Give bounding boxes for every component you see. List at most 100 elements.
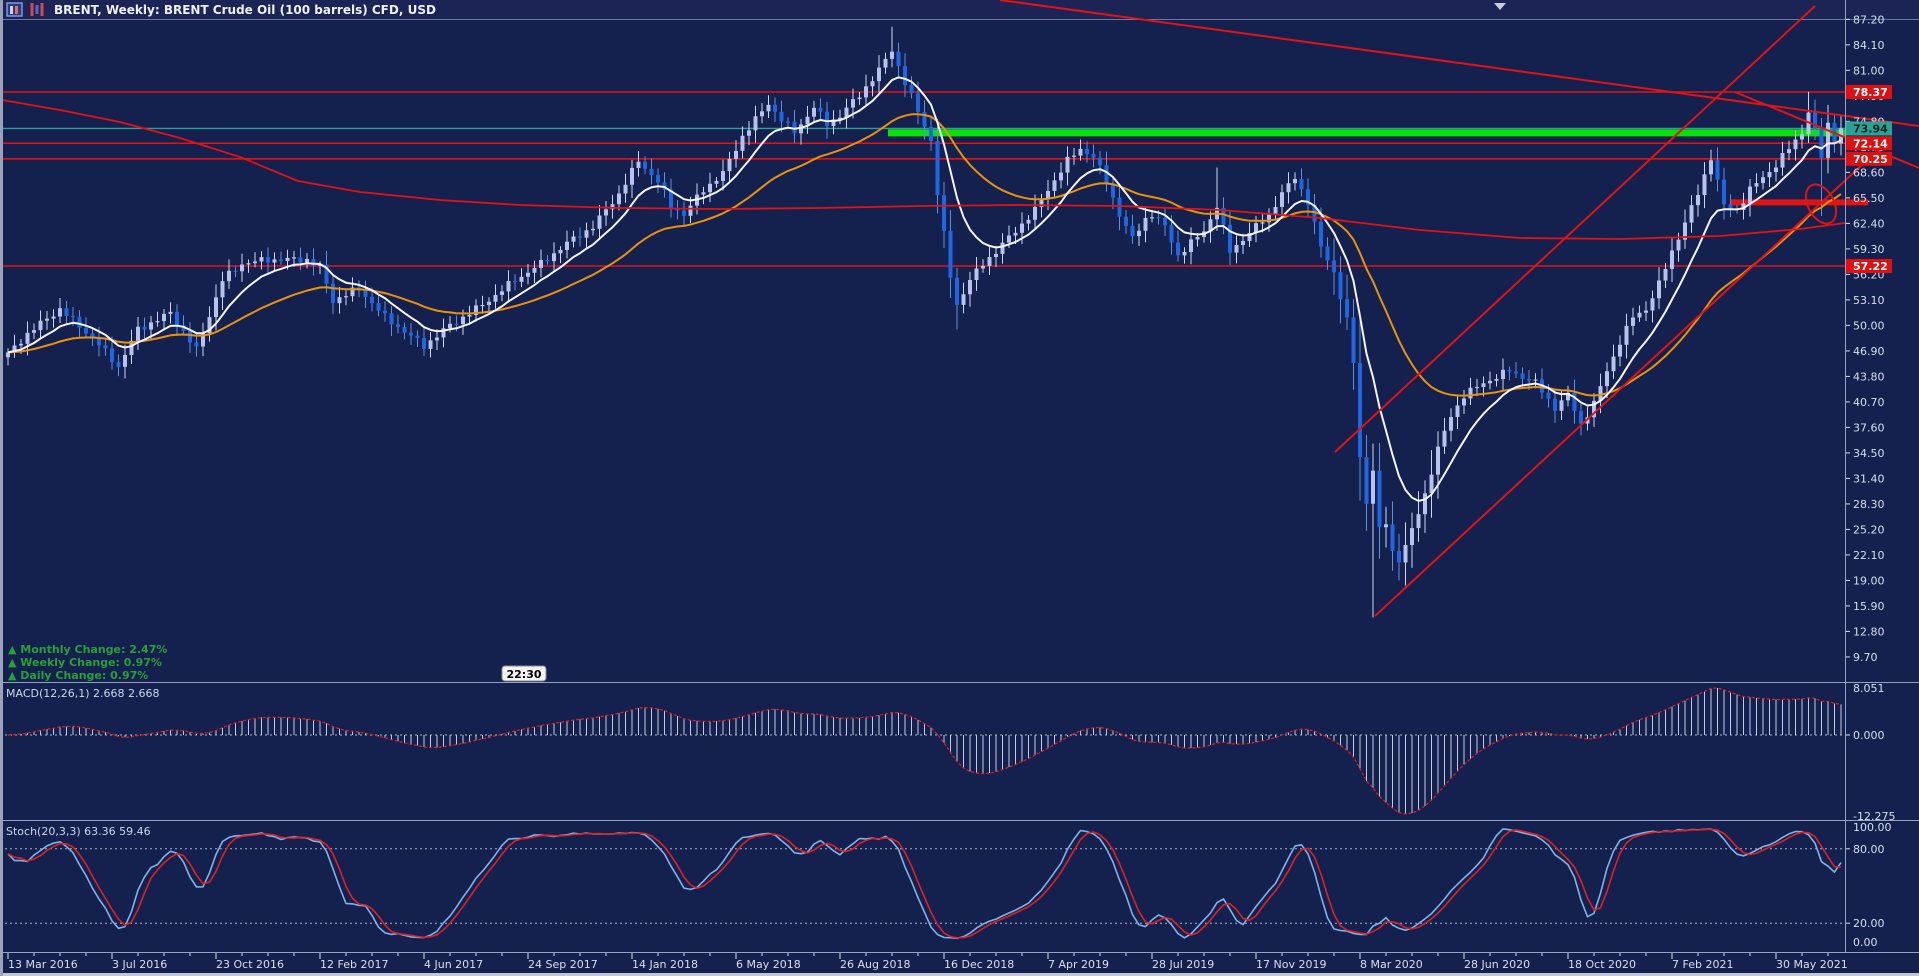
candle-body: [1793, 139, 1798, 150]
candle-body: [604, 209, 608, 216]
candle-body: [1332, 260, 1336, 273]
price-tick-label: 40.70: [1853, 396, 1885, 409]
candle-body: [909, 85, 914, 94]
candle-body: [1156, 217, 1161, 219]
candle-body: [1384, 524, 1388, 528]
time-tick-label: 30 May 2021: [1776, 958, 1848, 971]
ellipse-annotation[interactable]: [1800, 179, 1843, 228]
candle-body: [1117, 197, 1122, 217]
current-price-tag-bg: [1846, 121, 1892, 136]
white-ma-line: [7, 76, 1842, 502]
candle-body: [1650, 298, 1655, 311]
candle-body: [1098, 157, 1102, 166]
candle-body: [896, 51, 901, 67]
weekly-change-label: ▲ Weekly Change: 0.97%: [8, 656, 162, 669]
candle-body: [45, 318, 49, 321]
candlestick-chart-icon[interactable]: [29, 3, 45, 16]
candle-body: [181, 325, 186, 331]
stoch-axis-label: 20.00: [1853, 917, 1885, 930]
candle-body: [298, 257, 303, 263]
candle-body: [155, 321, 160, 323]
candle-body: [123, 354, 127, 367]
trendline-rising-channel-upper[interactable]: [1334, 5, 1816, 453]
candle-body: [1579, 410, 1583, 424]
trendline-rising-channel-lower[interactable]: [1374, 151, 1877, 617]
candle-body: [1033, 206, 1037, 220]
candle-body: [558, 249, 563, 254]
window-bottom-edge: [0, 973, 1919, 976]
candle-body: [1546, 392, 1551, 399]
candle-body: [246, 263, 251, 265]
candle-body: [1780, 153, 1785, 168]
candle-body: [136, 326, 140, 341]
candle-body: [240, 264, 244, 272]
price-tick-label: 62.40: [1853, 217, 1885, 230]
candle-body: [1169, 225, 1174, 243]
price-tick-label: 53.10: [1853, 294, 1885, 307]
candle-body: [331, 283, 335, 304]
top-arrow-marker[interactable]: [1494, 3, 1506, 10]
candle-body: [77, 316, 82, 328]
candle-body: [1481, 383, 1486, 387]
candle-body: [864, 86, 868, 98]
candle-body: [981, 265, 985, 269]
candle-body: [1468, 387, 1473, 399]
time-tag-text: 22:30: [506, 668, 541, 681]
candle-body: [779, 111, 784, 122]
candle-body: [1228, 224, 1232, 253]
candle-body: [1800, 134, 1804, 140]
candle-body: [812, 107, 816, 117]
candle-body: [1598, 386, 1603, 401]
candle-body: [1657, 280, 1661, 299]
candle-body: [467, 315, 472, 317]
candle-body: [51, 316, 56, 319]
candle-body: [578, 236, 582, 238]
candle-body: [721, 171, 725, 181]
candle-body: [838, 117, 842, 120]
candle-body: [1163, 218, 1167, 226]
time-tick-label: 17 Nov 2019: [1256, 958, 1326, 971]
time-tick-label: 12 Feb 2017: [320, 958, 388, 971]
time-axis-layer[interactable]: 13 Mar 2016 3 Jul 2016 23 Oct 2016 12 Feb 2…: [7, 953, 1848, 971]
candle-body: [747, 130, 751, 136]
candle-body: [500, 291, 504, 295]
orange-ma-line: [7, 113, 1842, 397]
chart-window-icon[interactable]: [6, 2, 23, 17]
candle-body: [1397, 551, 1401, 563]
candle-body: [877, 67, 881, 82]
candle-body: [1696, 195, 1700, 206]
price-tick-label: 68.60: [1853, 166, 1885, 179]
candle-body: [1013, 232, 1018, 236]
candle-body: [279, 259, 283, 261]
candle-body: [272, 259, 277, 263]
price-tick-label: 50.00: [1853, 319, 1885, 332]
candle-body: [1520, 373, 1525, 379]
candle-body: [1410, 528, 1414, 546]
candle-body: [851, 99, 855, 108]
candle-body: [1787, 149, 1791, 154]
candle-body: [389, 313, 394, 325]
candle-body: [474, 305, 478, 316]
candle-body: [1605, 371, 1609, 387]
candle-body: [435, 337, 439, 341]
candle-body: [201, 333, 205, 347]
candle-body: [766, 104, 771, 112]
candle-body: [1761, 177, 1765, 184]
candle-body: [318, 264, 322, 266]
candle-body: [266, 257, 270, 263]
candle-body: [942, 195, 946, 231]
candle-body: [129, 340, 134, 355]
candle-body: [1826, 122, 1830, 158]
candle-body: [1124, 216, 1128, 226]
candle-body: [1150, 217, 1154, 219]
candle-body: [1748, 186, 1752, 204]
price-tick-label: 25.20: [1853, 523, 1885, 536]
candle-body: [883, 58, 888, 68]
time-tick-label: 3 Jul 2016: [112, 958, 167, 971]
stoch-signal-line: [7, 828, 1842, 939]
price-level-tag-bg: [1846, 259, 1892, 274]
candle-body: [1007, 235, 1011, 243]
